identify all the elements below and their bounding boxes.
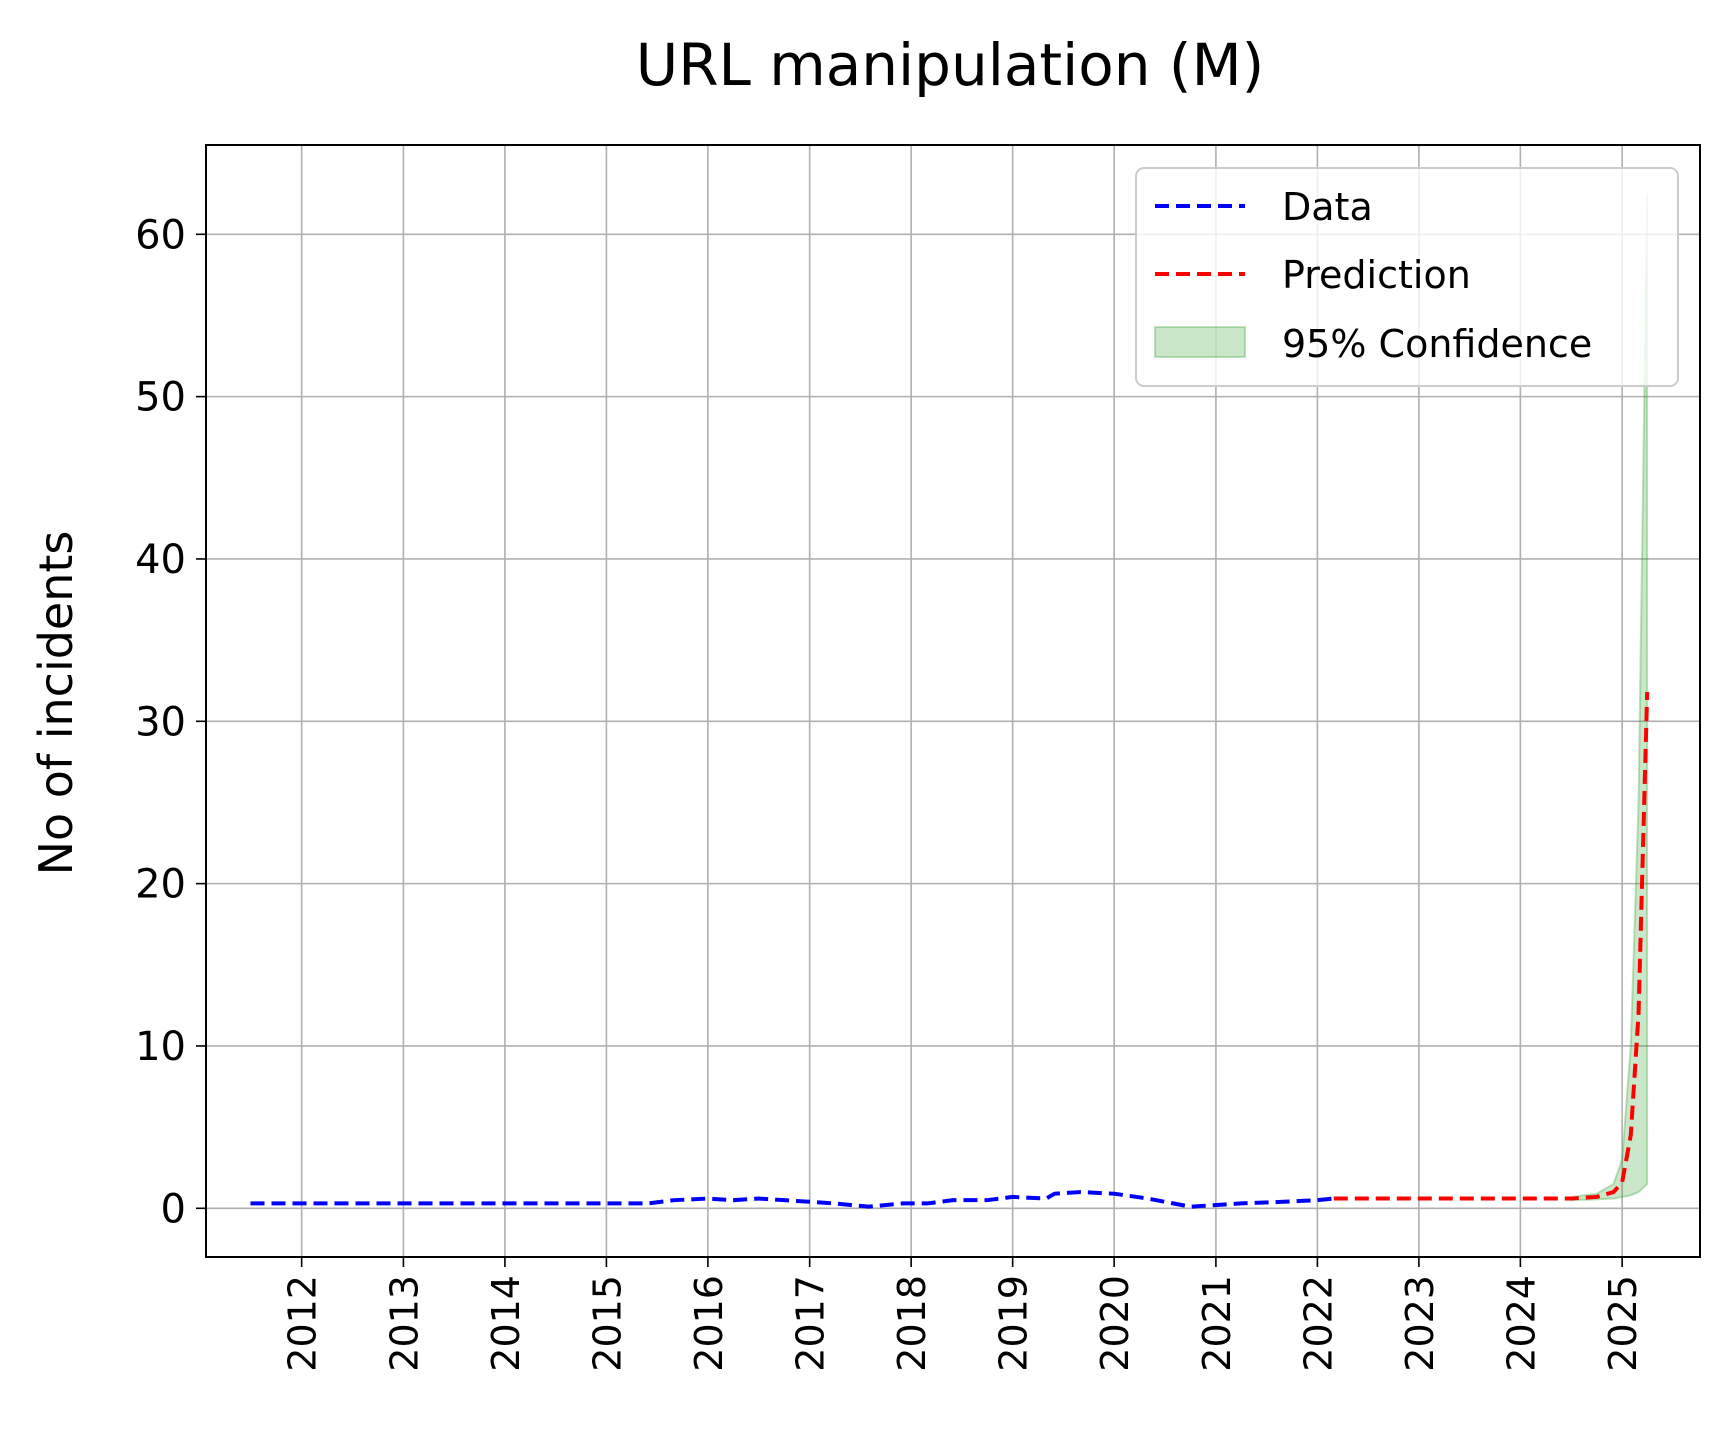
data-series-line xyxy=(250,1190,1334,1209)
x-tick-label: 2019 xyxy=(992,1275,1036,1372)
prediction-series-line xyxy=(1333,692,1650,1201)
y-tick-label: 60 xyxy=(135,212,186,258)
x-tick-label: 2013 xyxy=(382,1275,426,1372)
x-tick-label: 2016 xyxy=(687,1275,731,1372)
y-tick-label: 10 xyxy=(135,1024,186,1070)
legend-box xyxy=(1135,167,1679,387)
x-tick-label: 2021 xyxy=(1195,1275,1239,1372)
x-tick-label: 2014 xyxy=(484,1275,528,1372)
x-tick-label: 2024 xyxy=(1499,1275,1543,1372)
y-tick-label: 30 xyxy=(135,699,186,745)
plot-frame xyxy=(205,144,1701,1258)
x-tick-label: 2025 xyxy=(1601,1275,1645,1372)
y-tick-label: 0 xyxy=(161,1186,186,1232)
x-tick-label: 2022 xyxy=(1296,1275,1340,1372)
plot-area xyxy=(250,193,1650,1209)
x-tick-label: 2017 xyxy=(789,1275,833,1372)
legend-prediction-label: Prediction xyxy=(1282,253,1471,297)
y-tick-label: 20 xyxy=(135,862,186,908)
x-tick-label: 2020 xyxy=(1093,1275,1137,1372)
y-axis: 0 10 20 30 40 50 60 xyxy=(135,212,206,1232)
legend-confidence-label: 95% Confidence xyxy=(1282,322,1592,366)
x-axis: 2012 2013 2014 2015 2016 2017 2018 2019 2020 2021… xyxy=(281,1257,1645,1372)
x-tick-label: 2015 xyxy=(585,1275,629,1372)
grid xyxy=(206,145,1700,1257)
y-tick-label: 40 xyxy=(135,537,186,583)
x-tick-label: 2018 xyxy=(890,1275,934,1372)
chart-title: URL manipulation (M) xyxy=(636,31,1264,99)
legend: Data Prediction 95% Confidence xyxy=(1135,167,1679,387)
x-tick-label: 2023 xyxy=(1398,1275,1442,1372)
confidence-band xyxy=(1569,193,1649,1202)
y-tick-label: 50 xyxy=(135,375,186,421)
x-tick-label: 2012 xyxy=(281,1275,325,1372)
y-axis-label: No of incidents xyxy=(29,531,83,876)
legend-data-label: Data xyxy=(1282,185,1373,229)
legend-confidence-swatch xyxy=(1154,326,1246,358)
